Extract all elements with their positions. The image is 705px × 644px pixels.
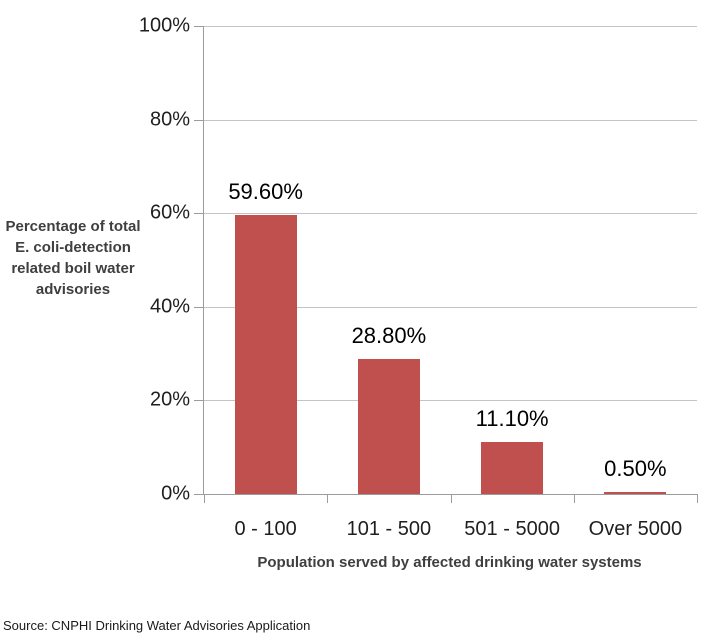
y-axis-tick-label: 80% [149,108,190,131]
y-axis-tick [194,494,203,495]
x-axis-category-label: 501 - 5000 [464,518,560,540]
bar-value-label: 11.10% [475,406,549,432]
gridline [204,400,697,402]
y-axis-title: Percentage of total E. coli-detection re… [0,216,146,300]
bar [604,491,667,494]
bar-slot: 11.10% 501 - 5000 [451,26,574,539]
y-axis-tick [194,306,203,308]
y-axis-tick-label: 60% [149,201,190,224]
x-axis-title: Population served by affected drinking w… [257,554,642,571]
y-axis-tick-label: 40% [149,295,190,318]
x-axis-tick [327,494,329,503]
y-axis-tick-label: 20% [149,388,190,411]
x-axis-tick [697,494,698,503]
x-axis-tick [573,494,575,503]
x-axis-category-label: Over 5000 [588,518,683,540]
plot-area: 0% 20% 40% 60% 80% 100% 59.60% 0 - 100 28.80% 101… [139,15,698,539]
bar-value-label: 28.80% [351,323,427,349]
bar-value-label: 59.60% [228,179,303,205]
x-axis-category-label: 101 - 500 [346,518,432,540]
gridline [204,26,697,27]
y-axis-title-line: related boil water [11,260,135,277]
y-axis-title-line: advisories [35,281,111,298]
y-axis-tick [194,400,203,402]
y-axis-tick [194,213,203,215]
bar-slot: 28.80% 101 - 500 [327,26,450,539]
x-axis-tick [204,494,205,503]
x-axis-category-label: 0 - 100 [234,518,297,540]
y-axis-title-line: Percentage of total [5,218,141,235]
bar [234,215,297,494]
y-axis-tick [194,26,203,27]
bar-value-label: 0.50% [604,455,667,481]
gridline [204,213,697,215]
x-axis-tick [450,494,452,503]
bar-slot: 0.50% Over 5000 [574,26,697,539]
source-caption: Source: CNPHI Drinking Water Advisories … [3,618,311,633]
gridline [204,119,697,121]
bar [481,442,544,494]
y-axis-tick-label: 100% [138,14,190,37]
y-axis-tick [194,119,203,121]
bar [357,359,420,494]
y-axis-title-line: E. coli-detection [15,239,131,256]
bar-slot: 59.60% 0 - 100 [204,26,327,539]
y-axis-tick-label: 0% [161,482,190,505]
gridline [204,306,697,308]
